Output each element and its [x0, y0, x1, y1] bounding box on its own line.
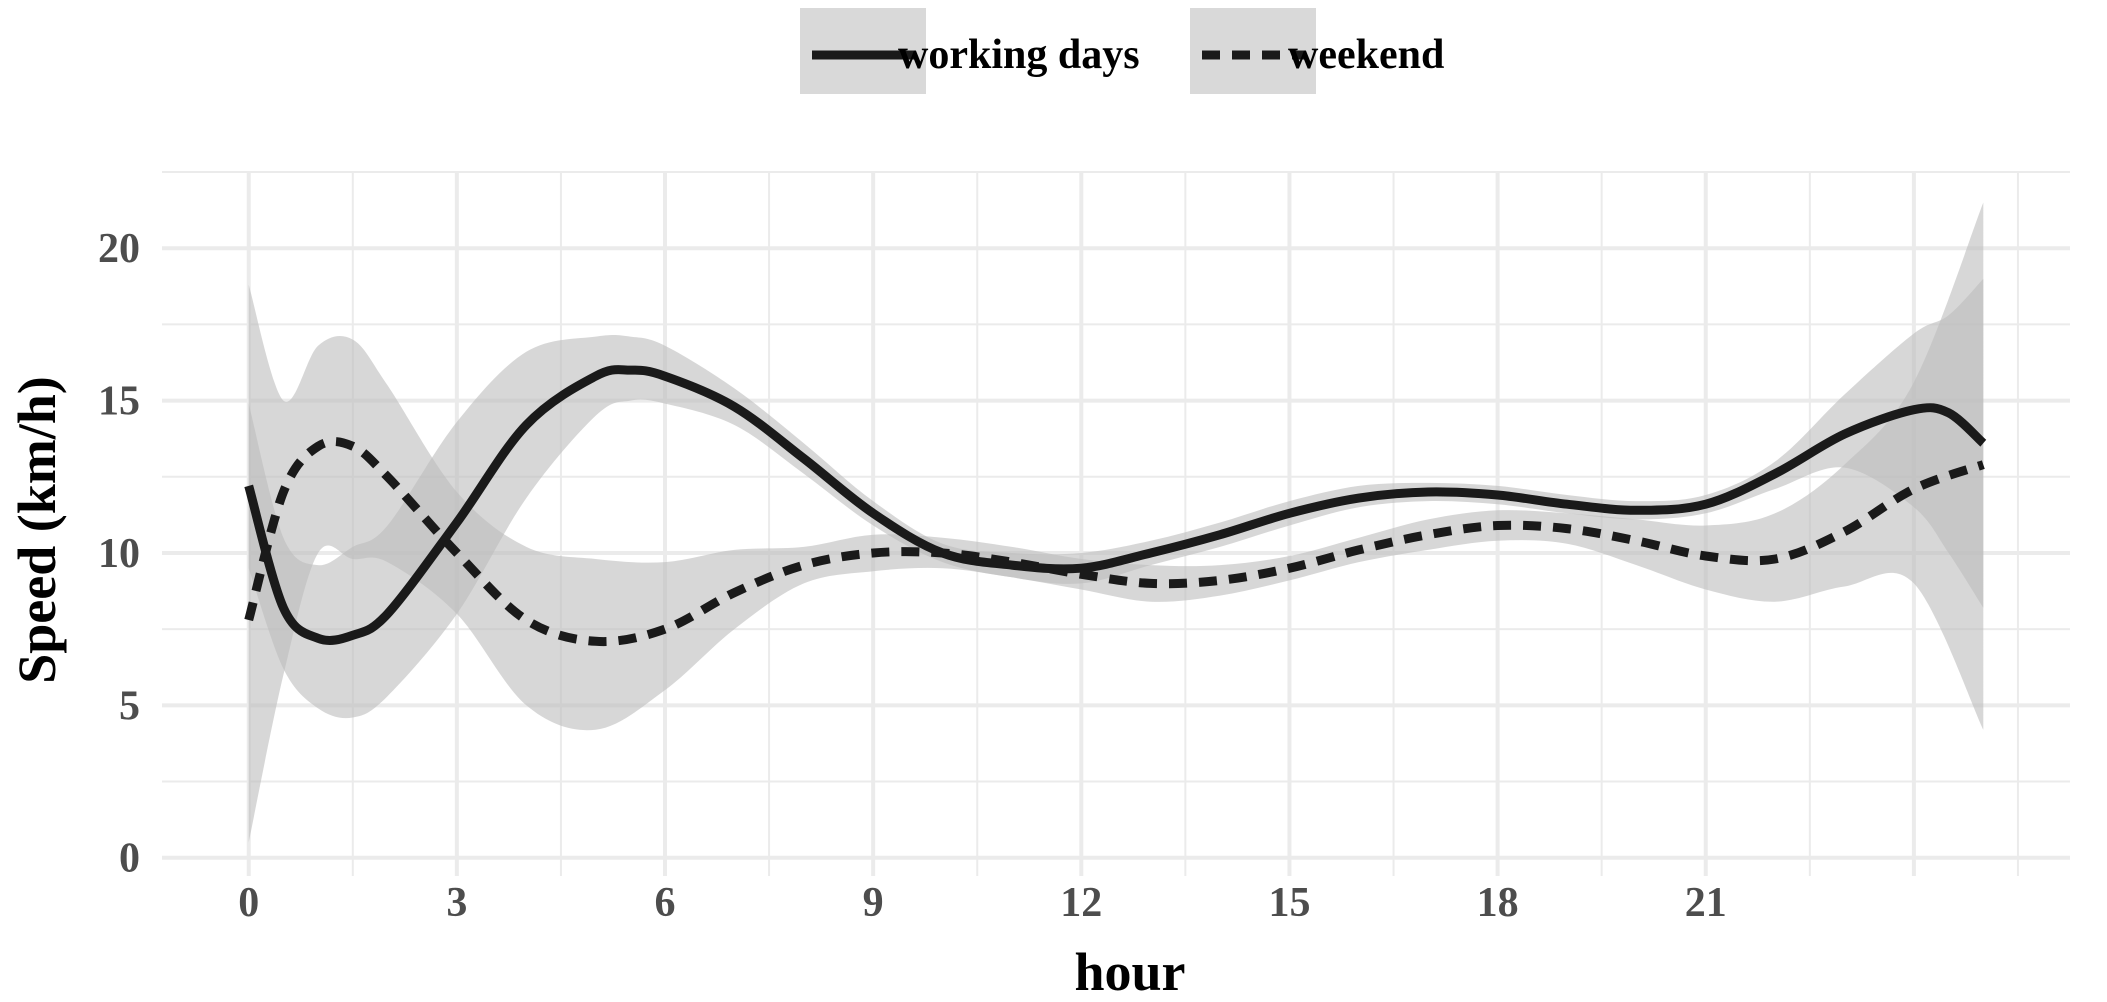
- x-tick-label: 15: [1268, 880, 1310, 926]
- line-working-days: [244, 365, 1987, 645]
- ribbon-working-days: [248, 278, 1984, 719]
- series-lines: [244, 365, 1987, 647]
- y-axis-title: Speed (km/h): [7, 376, 67, 684]
- x-tick-label: 0: [238, 880, 259, 926]
- y-tick-label: 20: [98, 226, 140, 272]
- y-tick-label: 5: [119, 683, 140, 729]
- x-tick-label: 18: [1477, 880, 1519, 926]
- y-tick-label: 10: [98, 531, 140, 577]
- confidence-ribbons: [248, 202, 1984, 843]
- line-weekend: [244, 437, 1985, 647]
- x-tick-label: 9: [863, 880, 884, 926]
- x-axis-ticks: 0 3 6 9 12 15 18 21: [238, 880, 1727, 926]
- x-tick-label: 6: [655, 880, 676, 926]
- y-tick-label: 15: [98, 379, 140, 425]
- x-tick-label: 12: [1060, 880, 1102, 926]
- ribbon-weekend: [248, 202, 1984, 843]
- legend-label-working-days: working days: [898, 32, 1140, 78]
- legend-label-weekend: weekend: [1288, 32, 1444, 78]
- x-tick-label: 3: [446, 880, 467, 926]
- y-axis-ticks: 0 5 10 15 20: [98, 226, 140, 882]
- x-tick-label: 21: [1685, 880, 1727, 926]
- x-axis-title: hour: [1074, 942, 1185, 1002]
- y-tick-label: 0: [119, 836, 140, 882]
- legend: working days weekend: [800, 8, 1444, 94]
